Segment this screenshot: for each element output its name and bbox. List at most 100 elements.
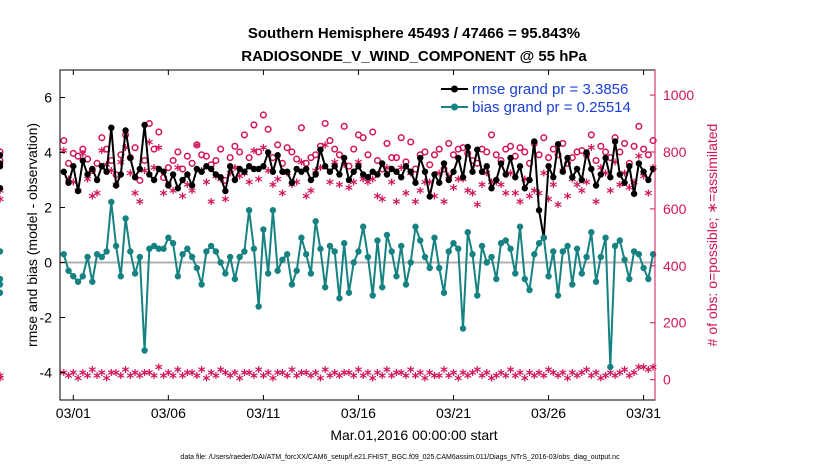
- obs-assimilated-marker: *: [250, 369, 258, 387]
- bias-point: [84, 253, 91, 261]
- obs-assimilated-marker: *: [297, 155, 305, 173]
- y-right-tick-label: 600: [663, 201, 687, 217]
- obs-assimilated-marker: *: [445, 369, 453, 387]
- rmse-point: [141, 121, 148, 129]
- obs-assimilated-marker: *: [402, 187, 410, 205]
- rmse-point: [226, 163, 234, 170]
- obs-possible-marker: [621, 139, 629, 147]
- obs-assimilated-marker: *: [592, 366, 600, 384]
- obs-possible-marker: [150, 145, 158, 153]
- rmse-point: [336, 171, 343, 178]
- rmse-point: [611, 138, 619, 145]
- bias-point: [569, 281, 576, 288]
- obs-assimilated-marker: *: [606, 184, 614, 202]
- obs-assimilated-marker: *: [402, 369, 410, 387]
- obs-assimilated-marker: *: [469, 366, 477, 384]
- rmse-point: [317, 146, 324, 153]
- rmse-point: [531, 138, 538, 145]
- bias-point: [512, 270, 519, 277]
- obs-assimilated-marker: *: [236, 170, 244, 188]
- bias-point: [360, 223, 367, 230]
- y-tick-label: 0: [44, 255, 52, 271]
- rmse-point: [583, 149, 590, 156]
- obs-assimilated-marker: *: [497, 178, 505, 196]
- obs-assimilated-marker: *: [331, 366, 339, 384]
- obs-assimilated-marker: *: [278, 366, 286, 384]
- obs-assimilated-marker: *: [492, 175, 500, 193]
- bias-point: [564, 242, 571, 250]
- bias-point: [464, 229, 471, 236]
- obs-assimilated-marker: *: [644, 187, 652, 205]
- rmse-point: [602, 154, 609, 162]
- obs-assimilated-marker: *: [207, 366, 215, 384]
- obs-possible-marker: [388, 154, 396, 162]
- obs-assimilated-marker: *: [117, 155, 125, 173]
- bias-point: [264, 270, 272, 277]
- rmse-point: [407, 168, 414, 175]
- bias-point: [136, 253, 144, 261]
- obs-assimilated-marker: *: [155, 360, 163, 378]
- obs-assimilated-marker: *: [488, 372, 496, 390]
- y-tick-label: 2: [44, 200, 52, 216]
- rmse-point: [255, 165, 262, 173]
- rmse-point: [307, 176, 315, 184]
- obs-assimilated-marker: *: [250, 144, 258, 162]
- bias-point: [89, 278, 96, 285]
- rmse-point: [203, 163, 210, 170]
- bias-point: [336, 295, 343, 302]
- obs-assimilated-marker: *: [155, 141, 163, 159]
- bias-point: [74, 278, 82, 285]
- obs-assimilated-marker: *: [540, 167, 548, 185]
- obs-possible-marker: [407, 138, 415, 146]
- rmse-point: [588, 165, 595, 173]
- obs-assimilated-marker: *: [521, 172, 529, 190]
- obs-assimilated-marker: *: [383, 161, 391, 179]
- bias-point: [169, 240, 177, 247]
- bias-point: [241, 248, 248, 255]
- obs-assimilated-marker: *: [212, 369, 220, 387]
- bias-point: [331, 248, 338, 255]
- obs-assimilated-marker: *: [625, 369, 633, 387]
- bias-point: [417, 237, 424, 244]
- obs-assimilated-marker: *: [587, 369, 595, 387]
- obs-possible-marker: [506, 142, 515, 150]
- obs-assimilated-marker: *: [554, 369, 562, 387]
- bias-point: [127, 248, 134, 255]
- obs-possible-marker: [549, 145, 557, 153]
- obs-assimilated-marker: *: [193, 138, 201, 156]
- obs-assimilated-marker: *: [393, 195, 401, 213]
- legend-label-rmse: rmse grand pr = 3.3856: [472, 81, 628, 98]
- obs-assimilated-marker: *: [264, 164, 272, 182]
- obs-assimilated-marker: *: [245, 175, 253, 193]
- obs-possible-marker: [179, 165, 187, 173]
- x-tick-label: 03/01: [56, 405, 91, 421]
- rmse-point: [426, 193, 433, 200]
- rmse-point: [279, 168, 286, 175]
- obs-assimilated-marker: *: [84, 172, 92, 190]
- y-axis-left: -4 -2 0 2 4 6: [40, 90, 65, 381]
- bias-point: [207, 242, 215, 250]
- rmse-point: [298, 168, 305, 175]
- obs-assimilated-marker: *: [317, 372, 325, 390]
- obs-assimilated-marker: *: [374, 190, 382, 208]
- obs-assimilated-marker: *: [136, 369, 144, 387]
- obs-assimilated-marker: *: [321, 363, 329, 381]
- obs-assimilated-marker: *: [183, 178, 191, 196]
- obs-assimilated-marker: *: [179, 369, 187, 387]
- rmse-point: [312, 171, 319, 178]
- rmse-point: [478, 168, 486, 175]
- obs-assimilated-marker: *: [383, 363, 391, 381]
- obs-assimilated-marker: *: [307, 369, 315, 387]
- obs-assimilated-marker: *: [69, 366, 77, 384]
- bias-point: [217, 259, 224, 266]
- bias-point: [150, 242, 158, 250]
- bias-point: [450, 240, 457, 247]
- bias-point: [350, 259, 357, 266]
- obs-assimilated-marker: *: [511, 369, 519, 387]
- obs-assimilated-marker: *: [69, 175, 77, 193]
- obs-assimilated-marker: *: [336, 178, 344, 196]
- rmse-point: [122, 127, 129, 134]
- bias-point: [412, 223, 419, 230]
- obs-assimilated-marker: *: [93, 187, 101, 205]
- obs-assimilated-marker: *: [150, 161, 158, 179]
